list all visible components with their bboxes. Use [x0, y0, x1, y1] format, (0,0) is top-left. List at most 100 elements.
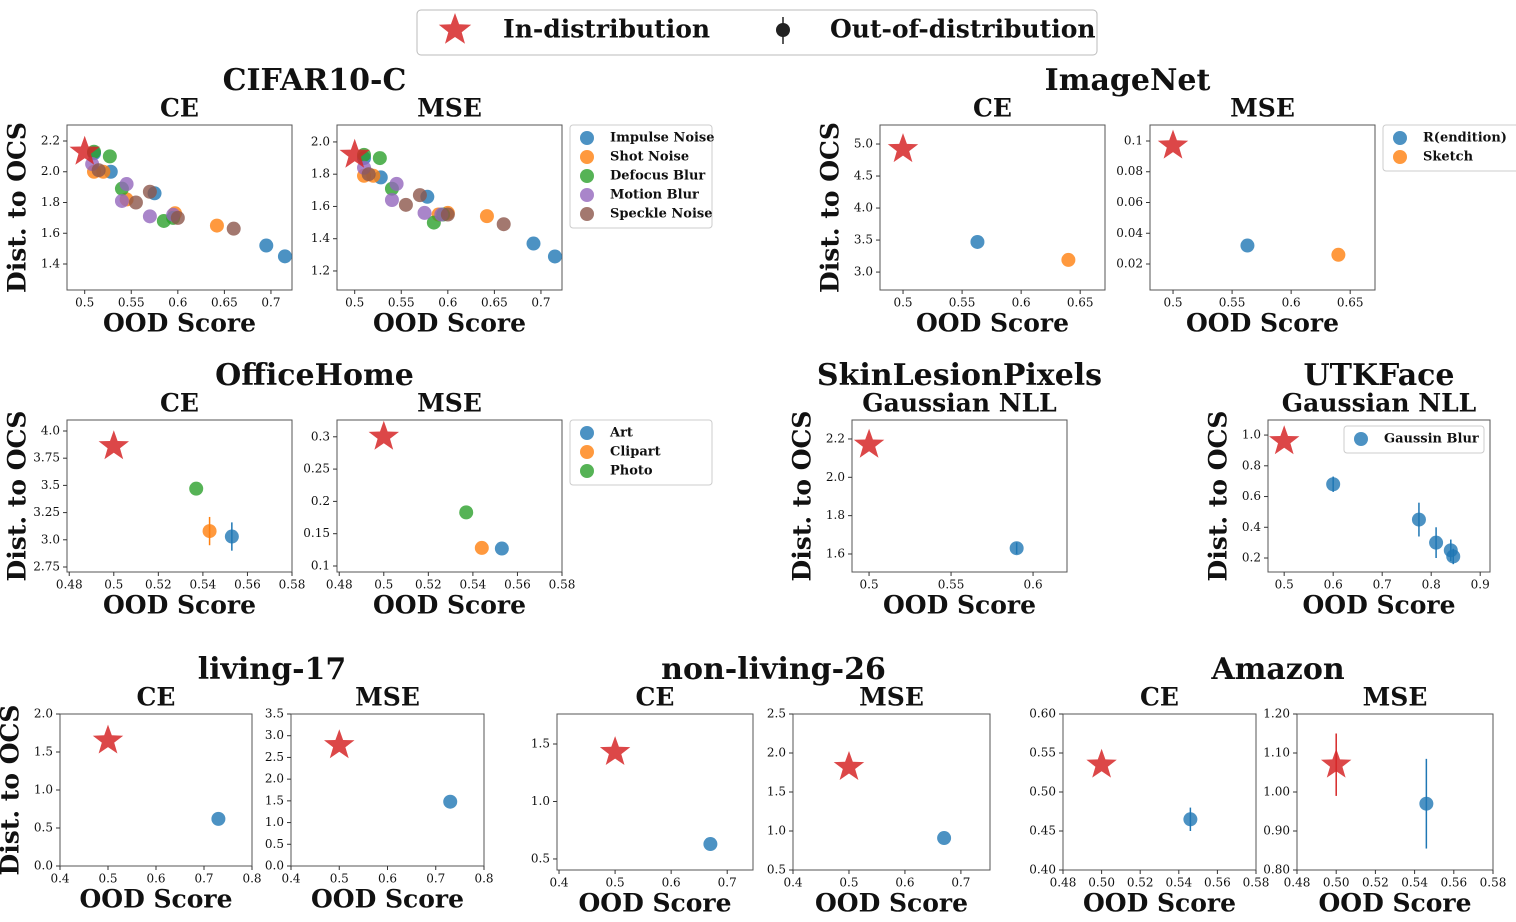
legend-label: Gaussin Blur	[1384, 432, 1479, 447]
x-axis-label: OOD Score	[1083, 889, 1236, 918]
x-tick-label: 0.6	[1024, 578, 1043, 592]
y-tick-label: 0.02	[1116, 257, 1143, 271]
x-axis-label: OOD Score	[103, 591, 256, 620]
x-axis-label: OOD Score	[311, 885, 464, 914]
y-tick-label: 3.75	[33, 451, 60, 465]
x-tick-label: 0.55	[1219, 296, 1246, 310]
legend-box	[1343, 425, 1485, 454]
x-tick-label: 0.5	[374, 578, 393, 592]
plot-frame	[336, 419, 563, 573]
y-tick-label: 1.5	[34, 745, 53, 759]
x-tick-label: 0.7	[951, 876, 970, 890]
legend-marker	[1393, 131, 1407, 145]
x-axis-label: OOD Score	[815, 889, 968, 918]
panel-title: MSE	[417, 389, 482, 418]
y-tick-label: 1.6	[41, 226, 60, 240]
y-tick-label: 0.08	[1116, 164, 1143, 178]
panel-title: CE	[973, 94, 1012, 123]
y-tick-label: 2.75	[33, 559, 60, 573]
point	[1331, 247, 1346, 262]
y-tick-label: 0.90	[1263, 824, 1290, 838]
point	[703, 837, 718, 852]
x-tick-label: 0.65	[211, 296, 238, 310]
x-tick-label: 0.5	[98, 872, 117, 886]
group-title: ImageNet	[1045, 63, 1211, 98]
x-tick-label: 0.6	[1324, 578, 1343, 592]
legend-label: Defocus Blur	[610, 169, 705, 184]
point	[170, 210, 185, 225]
x-tick-label: 0.55	[938, 578, 965, 592]
y-axis-label: Dist. to OCS	[3, 411, 32, 582]
y-tick-label: 5.0	[854, 137, 873, 151]
x-tick-label: 0.55	[118, 296, 145, 310]
y-tick-label: 0.5	[767, 863, 786, 877]
x-tick-label: 0.58	[279, 578, 306, 592]
point	[91, 163, 106, 178]
x-tick-label: 0.50	[1323, 876, 1350, 890]
x-tick-label: 0.6	[895, 876, 914, 890]
point	[277, 249, 292, 264]
plot-frame	[1296, 713, 1494, 871]
y-axis-label: Dist. to OCS	[3, 122, 32, 293]
legend-box	[569, 419, 713, 486]
y-tick-label: 0.4	[1242, 520, 1261, 534]
x-tick-label: 0.7	[426, 872, 445, 886]
y-tick-label: 2.2	[826, 431, 845, 445]
group-title: UTKFace	[1303, 358, 1454, 393]
in-distribution-star	[324, 729, 355, 759]
point	[202, 524, 217, 539]
x-tick-label: 0.65	[1067, 296, 1094, 310]
legend-marker	[580, 188, 594, 202]
x-tick-label: 0.5	[1275, 578, 1294, 592]
legend-label: Photo	[610, 464, 653, 479]
y-tick-label: 1.8	[311, 167, 330, 181]
legend-label: Motion Blur	[610, 188, 699, 203]
y-axis-label: Dist. to OCS	[788, 411, 817, 582]
point	[226, 221, 241, 236]
panel-title: MSE	[417, 94, 482, 123]
group-title: living-17	[198, 652, 347, 687]
point	[1240, 238, 1255, 253]
x-tick-label: 0.58	[1243, 876, 1270, 890]
y-tick-label: 2.0	[767, 746, 786, 760]
y-tick-label: 1.6	[311, 199, 330, 213]
panel-title: CE	[636, 683, 675, 712]
panel-title: CE	[160, 94, 199, 123]
point	[209, 218, 224, 233]
y-tick-label: 0.0	[265, 859, 284, 873]
panel-title: CE	[1140, 683, 1179, 712]
point	[398, 197, 413, 212]
point	[1183, 812, 1198, 827]
point	[459, 505, 474, 520]
x-tick-label: 0.56	[504, 578, 531, 592]
group-title: OfficeHome	[215, 358, 414, 393]
legend-label: Art	[609, 426, 633, 441]
x-tick-label: 0.55	[388, 296, 415, 310]
y-tick-label: 2.0	[34, 707, 53, 721]
point	[361, 167, 376, 182]
y-tick-label: 0.2	[1242, 551, 1261, 565]
y-tick-label: 0.3	[311, 429, 330, 443]
y-tick-label: 3.0	[265, 728, 284, 742]
x-tick-label: 0.56	[234, 578, 261, 592]
y-tick-label: 1.5	[531, 737, 550, 751]
panel-title: Gaussian NLL	[862, 389, 1057, 418]
x-tick-label: 0.52	[1127, 876, 1154, 890]
legend-marker	[580, 445, 594, 459]
x-axis-label: OOD Score	[373, 309, 526, 338]
in-distribution-star	[853, 428, 885, 458]
legend-box	[569, 124, 713, 229]
group-title: CIFAR10-C	[223, 63, 407, 98]
x-axis-label: OOD Score	[103, 309, 256, 338]
x-tick-label: 0.58	[549, 578, 576, 592]
x-tick-label: 0.48	[326, 578, 353, 592]
point	[547, 249, 562, 264]
point	[224, 529, 239, 544]
legend-marker	[580, 464, 594, 478]
x-tick-label: 0.65	[481, 296, 508, 310]
x-tick-label: 0.54	[460, 578, 487, 592]
panel-title: MSE	[1230, 94, 1295, 123]
point	[1009, 541, 1024, 556]
y-tick-label: 1.5	[265, 793, 284, 807]
legend-marker	[1393, 150, 1407, 164]
